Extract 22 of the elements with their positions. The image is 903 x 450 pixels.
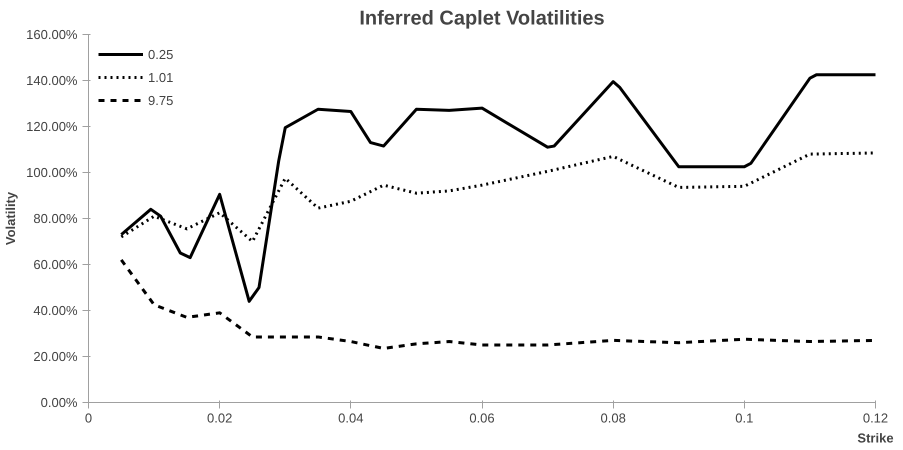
x-tick-label: 0.04	[338, 410, 364, 426]
x-tick-label: 0.1	[735, 410, 754, 426]
legend-label: 1.01	[148, 70, 174, 84]
y-tick-label: 100.00%	[26, 165, 78, 180]
y-tick-label: 20.00%	[33, 349, 78, 364]
y-tick-label: 120.00%	[26, 119, 78, 134]
y-axis-title: Volatility	[3, 191, 18, 246]
y-tick-label: 0.00%	[40, 395, 78, 410]
y-tick-label: 60.00%	[33, 257, 78, 272]
y-tick-label: 160.00%	[26, 27, 78, 42]
y-tick-label: 140.00%	[26, 73, 78, 88]
x-tick-label: 0.02	[207, 410, 232, 426]
x-tick-label: 0	[84, 410, 92, 426]
x-tick-label: 0.06	[469, 410, 495, 426]
x-tick-label: 0.08	[600, 410, 626, 426]
x-axis-title: Strike	[857, 430, 894, 446]
legend-label: 0.25	[148, 46, 174, 62]
y-tick-label: 40.00%	[33, 303, 78, 318]
chart-title: Inferred Caplet Volatilities	[359, 8, 605, 30]
legend-label: 9.75	[148, 92, 174, 108]
x-tick-label: 0.12	[862, 410, 888, 426]
y-tick-label: 80.00%	[33, 211, 78, 226]
